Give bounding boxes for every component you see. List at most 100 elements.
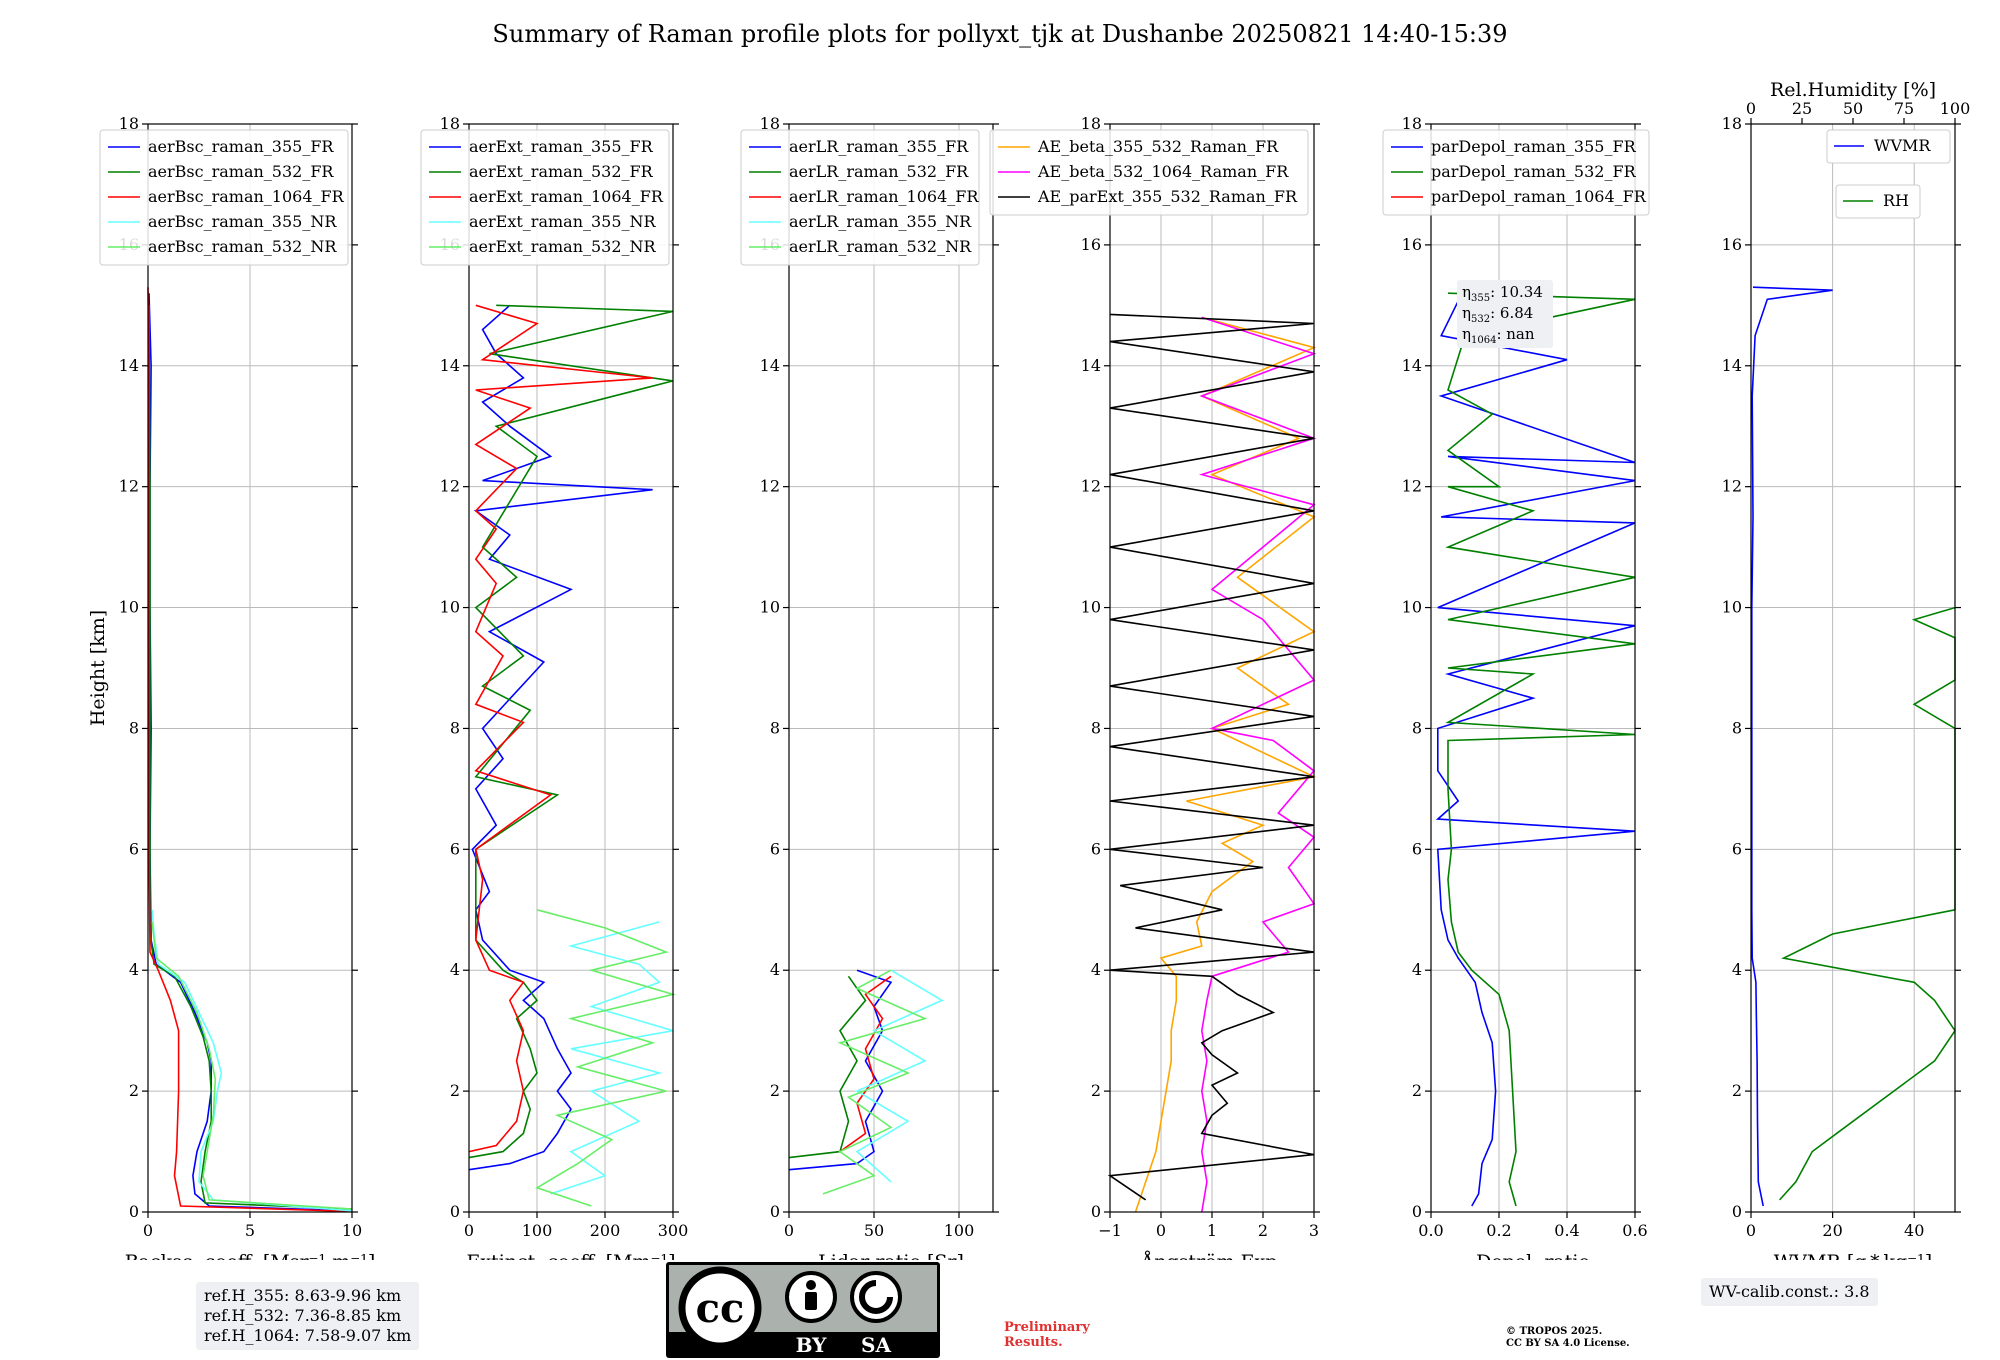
y-tick-label: 2	[1732, 1081, 1742, 1100]
y-tick-label: 18	[760, 114, 780, 133]
x-tick-label: 2	[1258, 1221, 1268, 1240]
axes-frame	[1750, 123, 1956, 1213]
series-line-aerLR_raman_532_NR	[822, 969, 928, 1195]
y-tick-label: 4	[129, 960, 139, 979]
y-tick-label: 0	[1091, 1202, 1101, 1221]
y-tick-label: 18	[440, 114, 460, 133]
x-tick-label: 300	[658, 1221, 689, 1240]
series-line-RH	[1779, 606, 1956, 1201]
y-tick-label: 14	[119, 356, 139, 375]
legend-label: aerLR_raman_355_NR	[789, 212, 972, 231]
chart-title: Summary of Raman profile plots for polly…	[492, 20, 1508, 48]
legend-label: aerBsc_raman_532_NR	[148, 237, 337, 256]
y-tick-label: 18	[119, 114, 139, 133]
y-tick-label: 16	[1402, 235, 1422, 254]
legend-label: aerExt_raman_355_NR	[469, 212, 657, 231]
series-line-aerExt_raman_1064_FR	[468, 304, 653, 1153]
y-tick-label: 4	[450, 960, 460, 979]
eta-box	[1457, 280, 1553, 348]
y-tick-label: 10	[1081, 598, 1101, 617]
y-tick-label: 0	[129, 1202, 139, 1221]
y-tick-label: 12	[440, 477, 460, 496]
copyright-line-2: CC BY SA 4.0 License.	[1506, 1338, 1630, 1349]
legend-label: aerLR_raman_532_NR	[789, 237, 972, 256]
y-tick-label: 6	[1091, 839, 1101, 858]
y-tick-label: 0	[1732, 1202, 1742, 1221]
y-tick-label: 6	[1412, 839, 1422, 858]
preliminary-line-2: Results.	[1004, 1335, 1063, 1350]
legend: RH	[1835, 184, 1921, 219]
series-line-aerExt_raman_355_FR	[468, 304, 653, 1171]
y-tick-label: 12	[1402, 477, 1422, 496]
series-line-aerExt_raman_355_NR	[550, 921, 674, 1195]
cc-by-text: BY	[796, 1333, 828, 1357]
top-x-axis-label: Rel.Humidity [%]	[1770, 79, 1936, 101]
legend-box	[99, 129, 349, 266]
legend-box	[1826, 129, 1951, 164]
raman-profile-panels: 0246810121416180510Backsc. coeff. [Msr⁻¹…	[87, 79, 1971, 1260]
legend-label: AE_beta_355_532_Raman_FR	[1037, 137, 1279, 156]
legend-label: AE_beta_532_1064_Raman_FR	[1037, 162, 1289, 181]
axes-frame	[468, 123, 674, 1213]
x-tick-label: 0	[1746, 1221, 1756, 1240]
legend: aerBsc_raman_355_FR aerBsc_raman_532_FRae…	[99, 129, 349, 266]
y-tick-label: 8	[770, 718, 780, 737]
x-tick-label: 0	[464, 1221, 474, 1240]
x-tick-label: 50	[864, 1221, 884, 1240]
y-tick-label: 4	[1732, 960, 1742, 979]
y-tick-label: 12	[760, 477, 780, 496]
y-tick-label: 2	[129, 1081, 139, 1100]
y-tick-label: 6	[1732, 839, 1742, 858]
series-line-AE_beta_532_1064_Raman_FR	[1198, 316, 1317, 1213]
y-tick-label: 18	[1402, 114, 1422, 133]
x-tick-label: 0.2	[1486, 1221, 1511, 1240]
y-tick-label: 14	[1081, 356, 1101, 375]
legend-box	[1835, 184, 1921, 219]
legend: WVMR	[1826, 129, 1951, 164]
y-tick-label: 14	[440, 356, 460, 375]
preliminary-line-1: Preliminary	[1004, 1320, 1090, 1335]
legend: AE_beta_355_532_Raman_FR AE_beta_532_1064…	[989, 129, 1309, 216]
x-tick-label: 5	[245, 1221, 255, 1240]
y-tick-label: 8	[1412, 718, 1422, 737]
y-tick-label: 12	[1722, 477, 1742, 496]
y-tick-label: 0	[1412, 1202, 1422, 1221]
preliminary-note: Preliminary Results.	[1004, 1320, 1124, 1350]
y-tick-label: 14	[1402, 356, 1422, 375]
cc-text: cc	[696, 1285, 745, 1332]
x-tick-label: 3	[1309, 1221, 1319, 1240]
top-x-tick-label: 0	[1746, 99, 1756, 118]
y-tick-label: 18	[1081, 114, 1101, 133]
series-line-aerLR_raman_355_NR	[855, 969, 944, 1183]
y-tick-label: 14	[1722, 356, 1742, 375]
axes-frame	[1430, 123, 1636, 1213]
y-tick-label: 6	[450, 839, 460, 858]
wv-calib-text: WV-calib.const.: 3.8	[1709, 1282, 1870, 1301]
legend-label: parDepol_raman_355_FR	[1431, 137, 1637, 156]
y-tick-label: 12	[1081, 477, 1101, 496]
panel-6: 02468101214161802040WVMR [g * kg⁻¹]02550…	[1722, 79, 1971, 1260]
series-line-aerLR_raman_355_FR	[788, 969, 893, 1171]
x-tick-label: 40	[1904, 1221, 1924, 1240]
series-line-parDepol_raman_532_FR	[1445, 292, 1636, 1207]
legend-label: WVMR	[1874, 136, 1931, 155]
legend-label: parDepol_raman_1064_FR	[1431, 187, 1647, 206]
copyright-line-1: © TROPOS 2025.	[1506, 1326, 1603, 1337]
y-tick-label: 8	[129, 718, 139, 737]
y-tick-label: 6	[770, 839, 780, 858]
x-axis-label: Depol. ratio	[1476, 1251, 1590, 1260]
x-axis-label: Backsc. coeff. [Msr⁻¹ m⁻¹]	[125, 1251, 376, 1260]
series-line-aerBsc_raman_1064_FR	[147, 287, 353, 1213]
panel-5: 0 2 4 6 8 10 12 14 16 18 0.0 0.2 0.4 0.6 Depol. ratio p…	[1382, 114, 1650, 1260]
y-tick-label: 2	[1412, 1081, 1422, 1100]
refh-532: ref.H_532: 7.36-8.85 km	[204, 1306, 402, 1325]
top-x-tick-label: 25	[1792, 99, 1812, 118]
legend-label: aerBsc_raman_355_NR	[148, 212, 337, 231]
top-x-tick-label: 50	[1843, 99, 1863, 118]
cc-sa-text: SA	[861, 1333, 891, 1357]
wv-calibration-box: WV-calib.const.: 3.8	[1701, 1278, 1878, 1306]
y-tick-label: 10	[1402, 598, 1422, 617]
x-tick-label: 1	[1207, 1221, 1217, 1240]
refh-1064: ref.H_1064: 7.58-9.07 km	[204, 1326, 412, 1345]
legend-label: aerLR_raman_355_FR	[789, 137, 969, 156]
